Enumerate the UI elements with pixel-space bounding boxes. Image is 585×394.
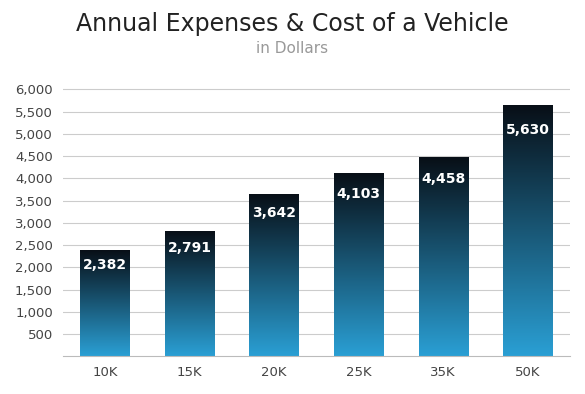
Text: 4,103: 4,103 <box>336 187 381 201</box>
Text: 2,382: 2,382 <box>83 258 127 272</box>
Text: Annual Expenses & Cost of a Vehicle: Annual Expenses & Cost of a Vehicle <box>76 12 509 36</box>
Text: 5,630: 5,630 <box>506 123 550 138</box>
Text: 4,458: 4,458 <box>421 172 465 186</box>
Text: 3,642: 3,642 <box>252 206 296 219</box>
Text: 2,791: 2,791 <box>167 241 211 255</box>
Text: in Dollars: in Dollars <box>256 41 329 56</box>
